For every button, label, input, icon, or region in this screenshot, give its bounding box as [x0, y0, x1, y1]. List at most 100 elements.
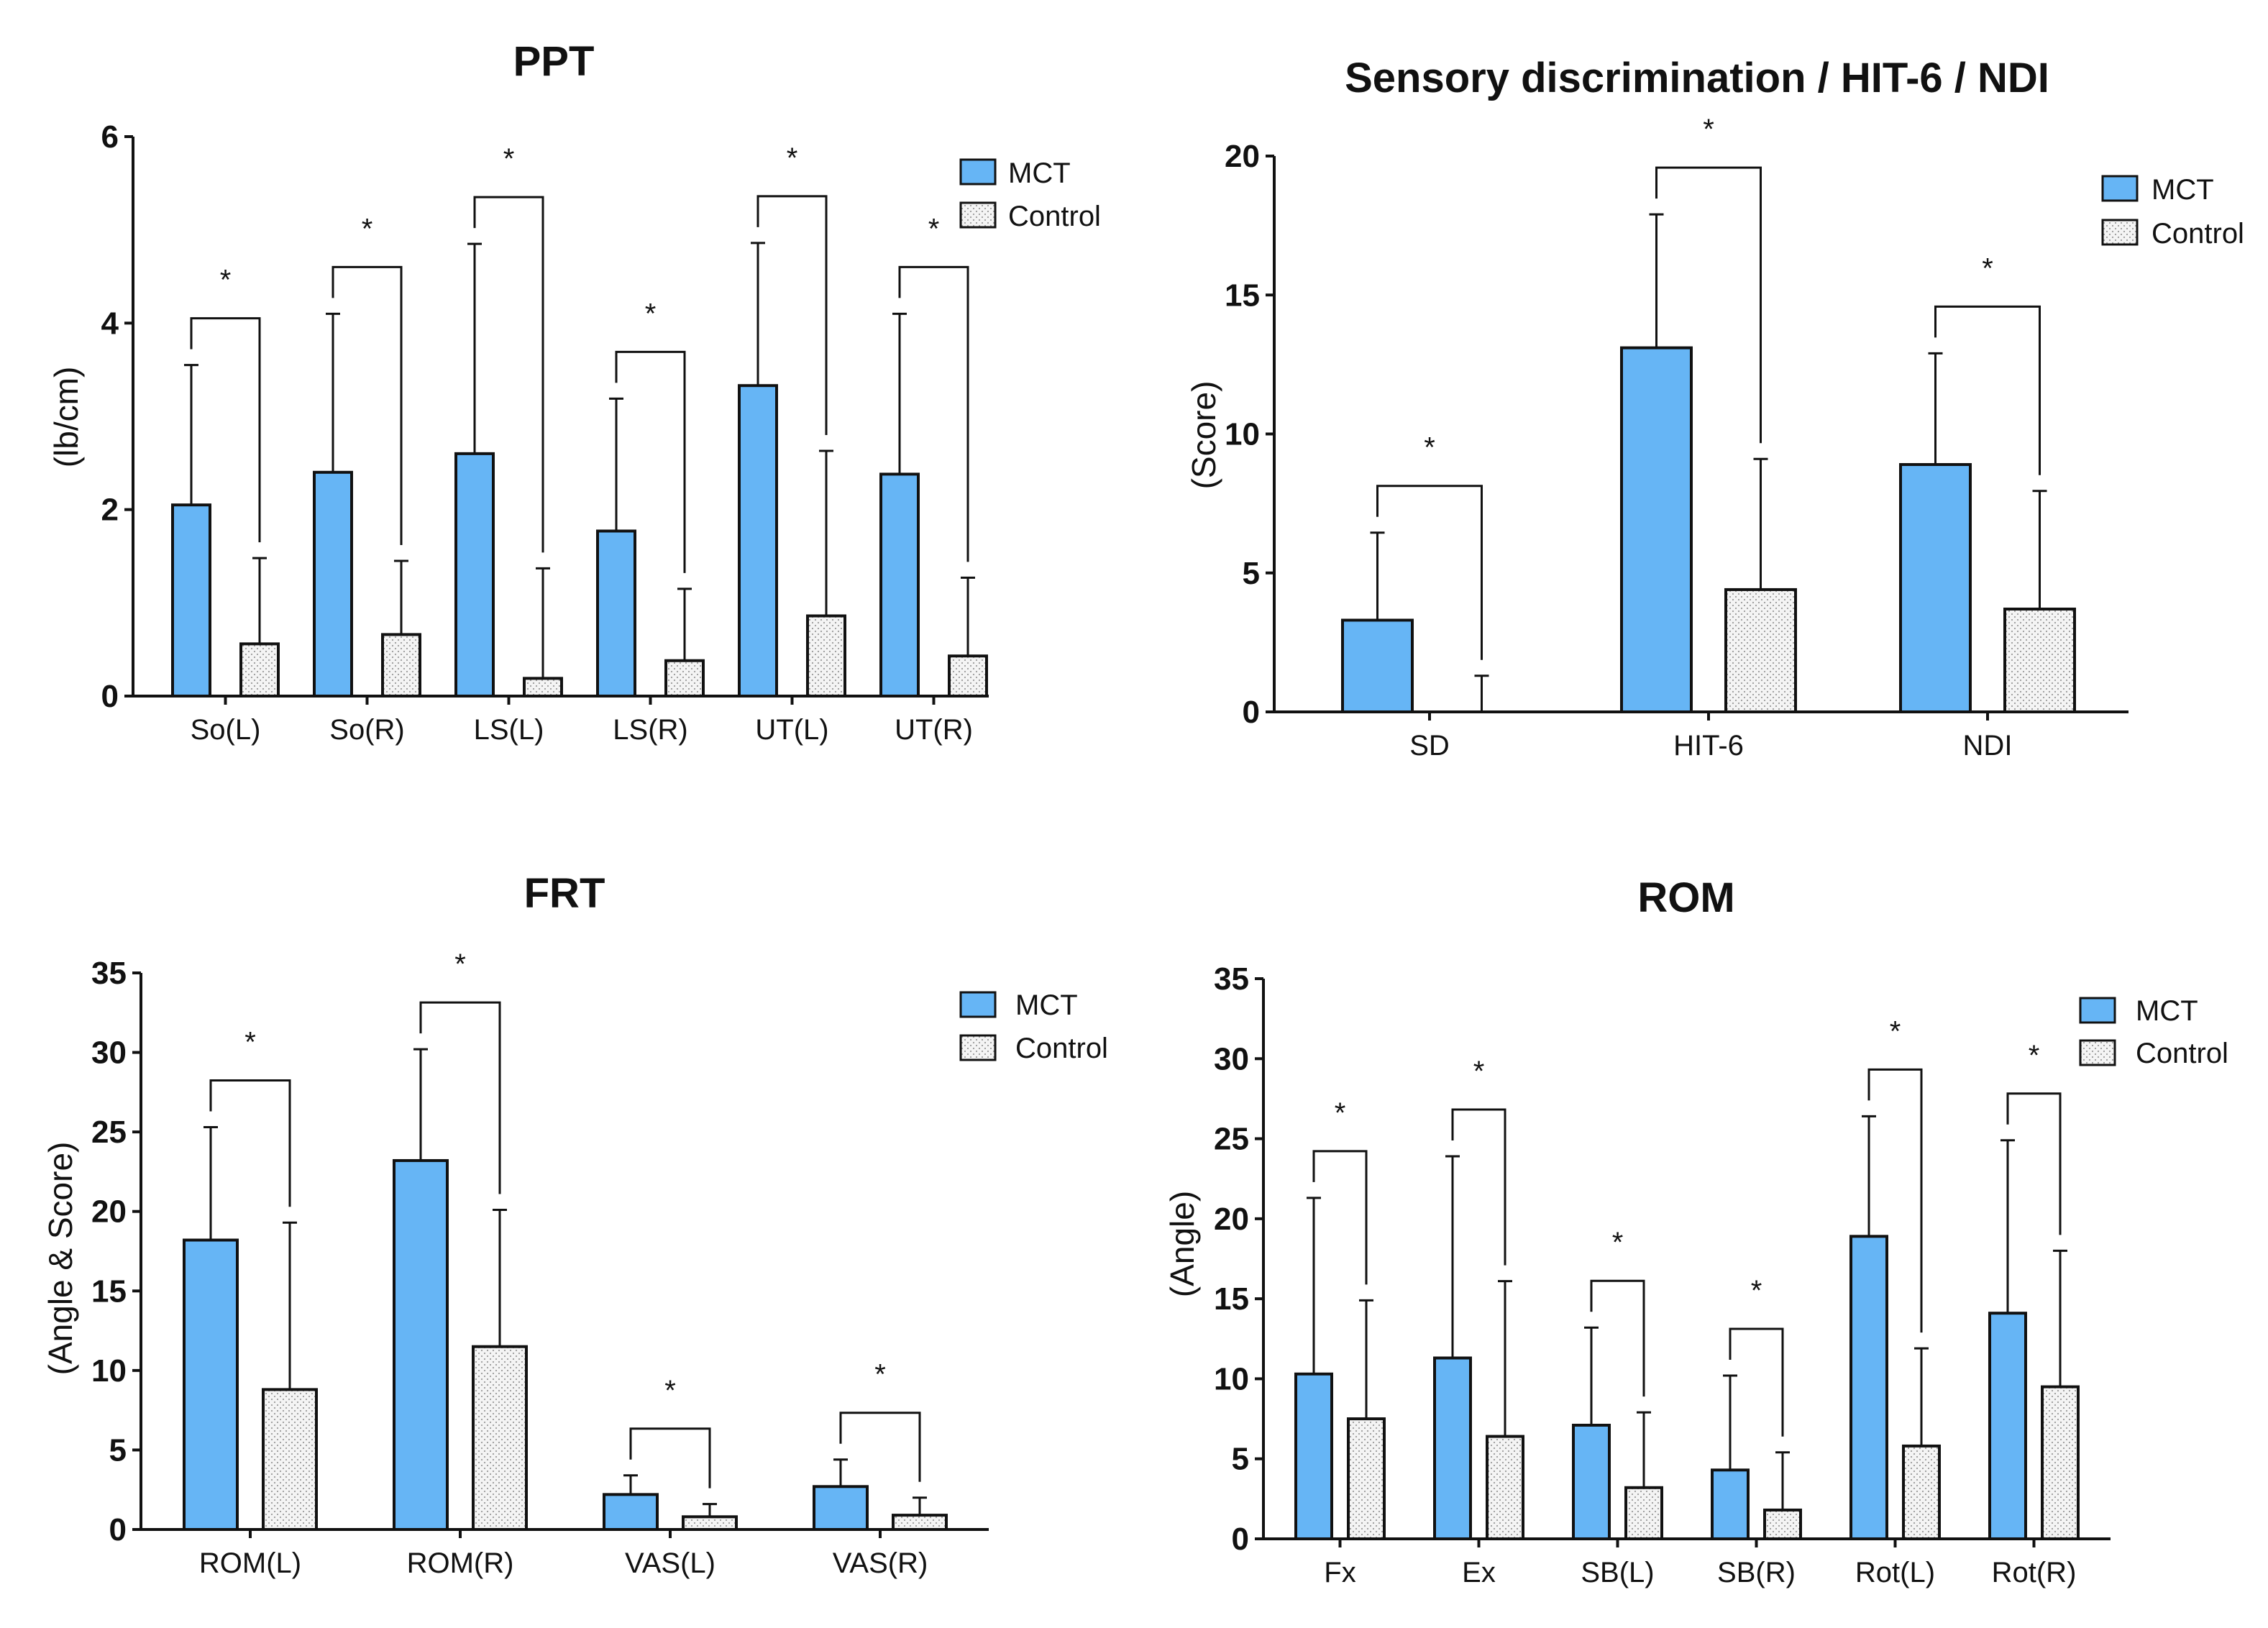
bar-control	[1624, 1486, 1663, 1540]
x-tick-label: LS(R)	[613, 714, 687, 746]
bar-control	[1486, 1435, 1524, 1541]
significance-marker: *	[1473, 1056, 1485, 1087]
significance-marker: *	[1335, 1097, 1346, 1129]
y-tick-label: 20	[1225, 139, 1260, 174]
x-tick-label: NDI	[1963, 730, 2013, 762]
bar-control	[806, 614, 846, 698]
y-tick-label: 25	[1214, 1122, 1249, 1157]
y-tick-label: 10	[1214, 1361, 1249, 1396]
plot-area: 0 5 10 15 20 SD HIT-6 NDI * * *	[1225, 114, 2128, 762]
x-tick-label: Ex	[1462, 1557, 1496, 1588]
significance-marker: *	[454, 948, 466, 980]
bar-mct	[1899, 463, 1972, 713]
significance-marker: *	[1982, 252, 1993, 284]
bar-mct	[1620, 346, 1693, 713]
bar-mct	[1341, 618, 1414, 714]
legend-swatch-mct	[2079, 997, 2116, 1024]
chart-frt: FRT (Angle & Score) 0 5 10 15 20 25 30 35 ROM(L)…	[42, 870, 1108, 1579]
significance-marker: *	[220, 265, 232, 296]
significance-marker: *	[1751, 1275, 1762, 1307]
y-tick-label: 10	[1225, 417, 1260, 452]
significance-marker: *	[928, 213, 940, 244]
x-tick-label: Rot(R)	[1992, 1557, 2077, 1588]
y-tick-label: 6	[101, 119, 119, 155]
x-tick-label: So(L)	[191, 714, 261, 746]
significance-marker: *	[1424, 432, 1435, 464]
y-axis-label: (lb/cm)	[47, 367, 85, 468]
x-tick-label: So(R)	[329, 714, 404, 746]
plot-area: 0 5 10 15 20 25 30 35 Fx Ex SB(L) SB(R) Rot(L) Rot(R)…	[1214, 961, 2111, 1588]
bar-mct	[1849, 1235, 1888, 1540]
chart-sensory-hit6-ndi: Sensory discrimination / HIT-6 / NDI (Sc…	[1185, 55, 2244, 762]
bar-mct	[1711, 1468, 1750, 1541]
y-tick-label: 20	[1214, 1202, 1249, 1237]
bar-mct	[183, 1238, 239, 1532]
y-tick-label: 2	[101, 493, 119, 528]
y-tick-label: 20	[91, 1194, 127, 1230]
significance-bracket	[331, 265, 403, 545]
y-tick-label: 0	[101, 679, 119, 714]
bar-mct	[1572, 1423, 1611, 1540]
bar-mct	[313, 470, 353, 698]
x-tick-label: Fx	[1324, 1557, 1355, 1588]
legend-label-control: Control	[2136, 1038, 2228, 1069]
x-tick-label: UT(L)	[755, 714, 828, 746]
chart-title: ROM	[1637, 874, 1734, 921]
y-axis-label: (Angle & Score)	[42, 1142, 79, 1376]
bar-control	[664, 659, 705, 698]
y-tick-label: 0	[1243, 695, 1260, 730]
significance-bracket	[473, 196, 544, 553]
significance-bracket	[629, 1427, 711, 1488]
significance-bracket	[1312, 1150, 1368, 1285]
significance-bracket	[1655, 166, 1762, 444]
legend-swatch-control	[959, 1034, 997, 1061]
plot-area: 0 2 4 6 So(L) So(R) LS(L) LS(R) UT(L) UT(R) * * * * * *	[101, 119, 989, 746]
significance-bracket	[2006, 1092, 2062, 1235]
legend-swatch-mct	[2101, 175, 2139, 202]
bar-control	[2041, 1385, 2080, 1540]
y-tick-label: 30	[91, 1035, 127, 1071]
bar-mct	[596, 529, 636, 698]
bar-mct	[813, 1485, 869, 1532]
bar-mct	[1294, 1372, 1333, 1541]
x-tick-label: ROM(L)	[199, 1547, 301, 1579]
bar-control	[682, 1515, 738, 1532]
legend-swatch-mct	[959, 158, 997, 186]
bar-control	[1763, 1508, 1802, 1541]
y-tick-label: 15	[91, 1273, 127, 1309]
bar-control	[262, 1388, 318, 1531]
significance-bracket	[898, 265, 969, 562]
bar-control	[472, 1345, 528, 1531]
significance-bracket	[1376, 485, 1483, 660]
bar-mct	[393, 1158, 449, 1532]
bar-control	[1902, 1444, 1941, 1540]
bar-control	[948, 654, 988, 698]
bar-mct	[1988, 1312, 2027, 1541]
significance-bracket	[209, 1079, 291, 1207]
y-tick-label: 5	[109, 1432, 127, 1468]
y-axis-label: (Score)	[1185, 381, 1222, 490]
bar-control	[2003, 607, 2076, 713]
x-tick-label: VAS(R)	[833, 1547, 928, 1579]
chart-rom: ROM (Angle) 0 5 10 15 20 25 30 35 Fx Ex SB(L) SB(R)…	[1163, 874, 2228, 1588]
legend-label-control: Control	[1015, 1033, 1108, 1064]
x-tick-label: VAS(L)	[625, 1547, 715, 1579]
x-tick-label: UT(R)	[895, 714, 973, 746]
bar-mct	[171, 503, 211, 698]
legend-label-mct: MCT	[1008, 157, 1071, 189]
significance-marker: *	[362, 213, 373, 244]
y-tick-label: 35	[1214, 961, 1249, 997]
bar-mct	[1433, 1356, 1472, 1540]
legend-label-control: Control	[2152, 218, 2244, 250]
x-tick-label: ROM(R)	[407, 1547, 514, 1579]
significance-bracket	[756, 195, 828, 435]
significance-marker: *	[1703, 114, 1714, 145]
bar-control	[239, 642, 280, 698]
legend: MCT Control	[2079, 995, 2228, 1069]
significance-marker: *	[244, 1027, 256, 1058]
y-tick-label: 10	[91, 1353, 127, 1389]
x-tick-label: SB(L)	[1581, 1557, 1654, 1588]
significance-bracket	[190, 317, 261, 543]
y-tick-label: 5	[1232, 1442, 1249, 1477]
legend-label-mct: MCT	[2136, 995, 2198, 1027]
